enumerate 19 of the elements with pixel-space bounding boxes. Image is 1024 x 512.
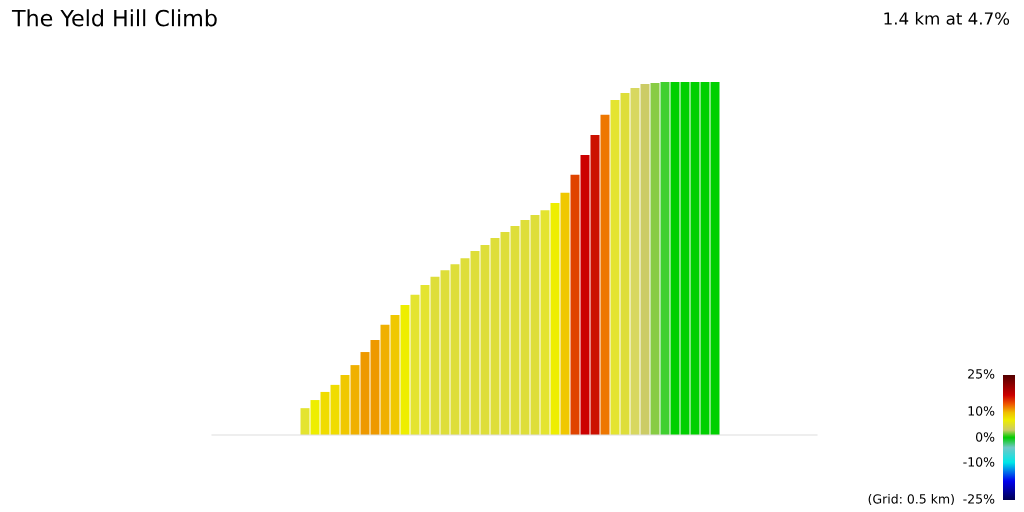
bar [600,114,610,435]
text: -10% [963,457,995,467]
bar [660,82,670,435]
text: 10% [968,406,995,416]
bar [560,192,570,435]
text: -25% [963,494,995,504]
bar [590,134,600,435]
bar [400,305,410,435]
bar [650,83,660,435]
text: The Yeld Hill Climb [11,9,217,27]
bar [550,203,560,435]
bar [380,324,390,435]
bar [580,155,590,435]
text: 0% [975,432,995,442]
bar [390,314,400,435]
text: 25% [968,369,995,379]
text: 1.4 km at 4.7% [884,11,1010,25]
bar [340,374,350,435]
text: (Grid: 0.5 km) [868,493,954,506]
